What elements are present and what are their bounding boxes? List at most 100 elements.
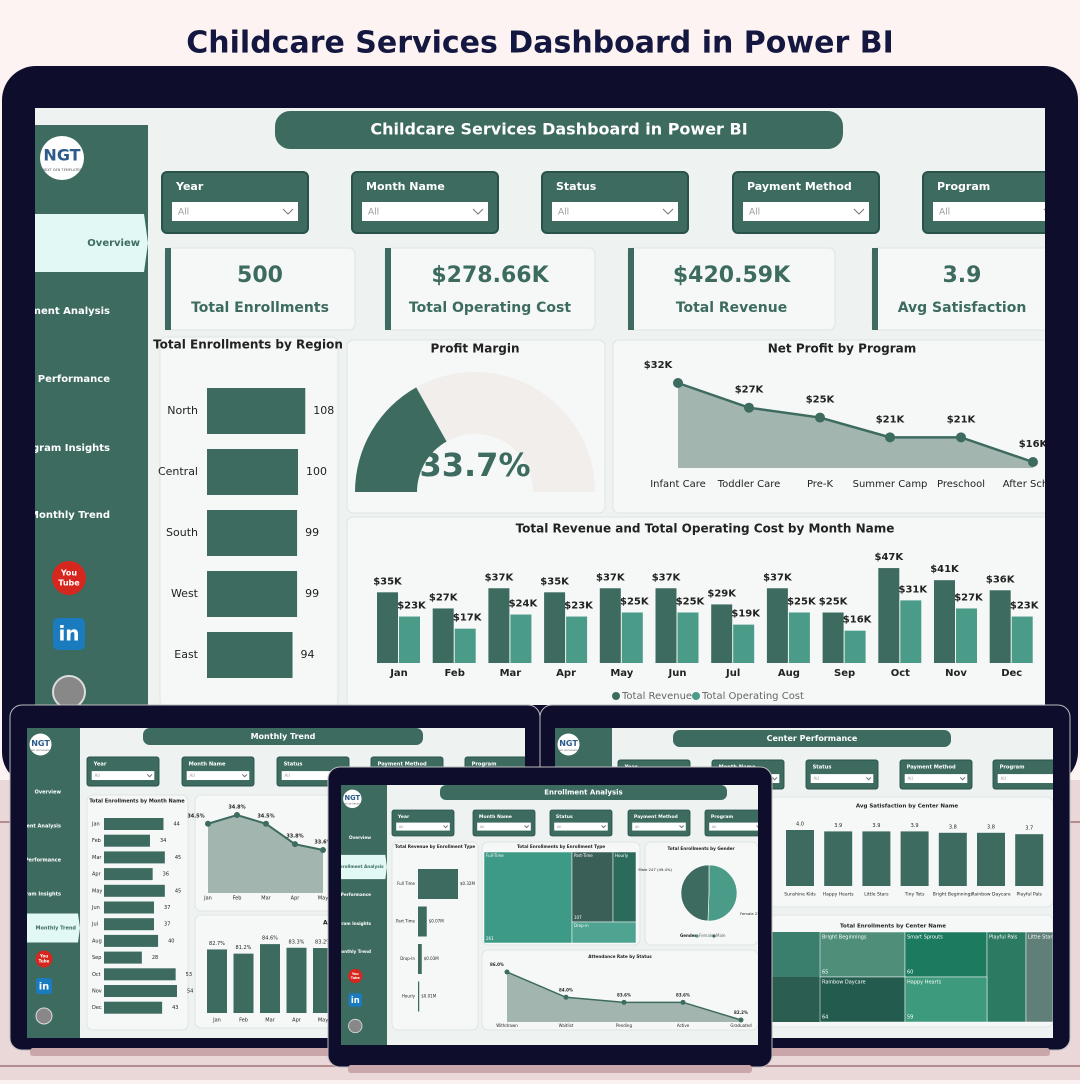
legend-swatch [692, 692, 700, 700]
x-tick-label: Waitlist [559, 1023, 574, 1028]
web-icon[interactable] [348, 1018, 363, 1034]
nav-item[interactable]: Enrollment Analysis [337, 864, 384, 869]
data-label: $37K [596, 572, 626, 583]
bar [104, 884, 165, 897]
filter-label: Payment Method [747, 180, 852, 193]
x-tick-label: Dec [1001, 668, 1022, 679]
bar [260, 944, 280, 1013]
linkedin-text: in [39, 982, 50, 993]
kpi-label: Total Enrollments [191, 300, 329, 316]
treemap-label: Playful Pals [989, 935, 1018, 941]
bar [510, 614, 532, 663]
laptop-base [348, 1065, 752, 1073]
bar [104, 918, 155, 931]
chart-title: At [323, 920, 331, 927]
dropdown[interactable] [554, 822, 608, 831]
nav-item[interactable]: Monthly Trend [337, 949, 371, 954]
logo-subtext: NEXT GEN TEMPLATES [42, 168, 82, 172]
x-tick-label: Rainbow Daycare [971, 892, 1010, 898]
nav-item[interactable]: Center Performance [4, 858, 62, 864]
data-label: $41K [930, 564, 960, 575]
nav-item[interactable]: Program Insights [12, 892, 61, 898]
bar [822, 612, 844, 663]
data-label: $37K [652, 572, 682, 583]
nav-item[interactable]: Program Insights [13, 443, 110, 454]
dropdown-value: All [558, 208, 569, 218]
data-label: 82.2% [734, 1010, 748, 1015]
dropdown[interactable] [362, 202, 488, 221]
nav-item[interactable]: Overview [35, 790, 62, 796]
data-label: 100 [306, 465, 327, 478]
nav-item[interactable]: Monthly Trend [36, 926, 77, 932]
web-icon[interactable] [35, 1007, 53, 1025]
x-tick-label: Feb [445, 668, 465, 679]
kpi-value: $278.66K [431, 263, 549, 288]
dropdown[interactable] [552, 202, 678, 221]
data-label: $23K [397, 601, 427, 612]
dropdown[interactable] [904, 774, 968, 784]
treemap-cell [483, 851, 573, 944]
data-label: $16K [843, 615, 873, 626]
dropdown[interactable] [281, 771, 345, 781]
dropdown[interactable] [186, 771, 250, 781]
dropdown[interactable] [933, 202, 1059, 221]
dropdown[interactable] [743, 202, 869, 221]
x-tick-label: Jun [668, 668, 687, 679]
data-label: 86.0% [490, 962, 504, 967]
filter-label: Program [711, 814, 734, 820]
pie-slice [680, 864, 710, 922]
treemap-cell [986, 931, 1027, 1023]
nav-item[interactable]: Enrollment Analysis [5, 824, 61, 830]
nav-item[interactable]: Enrollment Analysis [0, 306, 110, 317]
y-tick-label: East [174, 648, 198, 661]
chevron [472, 208, 484, 215]
nav-active [27, 913, 80, 943]
linkedin-icon[interactable] [36, 978, 52, 994]
x-tick-label: Infant Care [650, 479, 706, 490]
filter-label: Status [556, 180, 597, 193]
dropdown-value: All [635, 824, 640, 829]
dropdown[interactable] [632, 822, 686, 831]
y-tick-label: Nov [92, 989, 102, 995]
web-icon[interactable] [52, 675, 86, 708]
y-tick-label: Feb [92, 838, 101, 844]
legend-title: Gender [680, 933, 696, 938]
treemap-label: Drop-in [574, 923, 589, 928]
dropdown[interactable] [172, 202, 298, 221]
dropdown-value: All [399, 824, 404, 829]
chevron [865, 777, 872, 781]
bar [488, 588, 510, 663]
nav-item[interactable]: Center Performance [0, 374, 110, 385]
youtube-icon[interactable] [52, 561, 86, 595]
nav-item[interactable]: Center Performance [324, 892, 372, 897]
pie-label: Male 247 (49.4%) [638, 867, 672, 872]
data-label: 45 [175, 855, 181, 861]
nav-item[interactable]: Program Insights [330, 921, 372, 926]
nav-item[interactable]: Overview [349, 835, 371, 840]
x-tick-label: Apr [291, 896, 301, 902]
filter-label: Program [937, 180, 990, 193]
linkedin-icon[interactable] [53, 618, 85, 650]
dropdown[interactable] [91, 771, 155, 781]
dropdown[interactable] [477, 822, 531, 831]
linkedin-icon[interactable] [348, 993, 362, 1007]
y-tick-label: South [166, 526, 198, 539]
nav-item[interactable]: Monthly Trend [29, 510, 110, 521]
title-banner [143, 728, 423, 745]
data-label: $35K [540, 576, 570, 587]
dropdown[interactable] [396, 822, 450, 831]
treemap-cell [904, 931, 988, 978]
dropdown[interactable] [709, 822, 763, 831]
dropdown[interactable] [997, 774, 1061, 784]
youtube-icon[interactable] [348, 968, 363, 984]
nav-item[interactable]: Overview [87, 238, 140, 249]
dropdown[interactable] [810, 774, 874, 784]
chevron [282, 208, 294, 215]
dropdown-value: All [1001, 776, 1006, 781]
main-screen: NGT NEXT GEN TEMPLATES Overview Enrollment … [0, 108, 1059, 708]
bar [207, 949, 227, 1013]
bar [977, 832, 1005, 886]
title-banner [275, 111, 843, 149]
y-tick-label: Jul [91, 922, 98, 928]
youtube-icon[interactable] [35, 950, 53, 968]
